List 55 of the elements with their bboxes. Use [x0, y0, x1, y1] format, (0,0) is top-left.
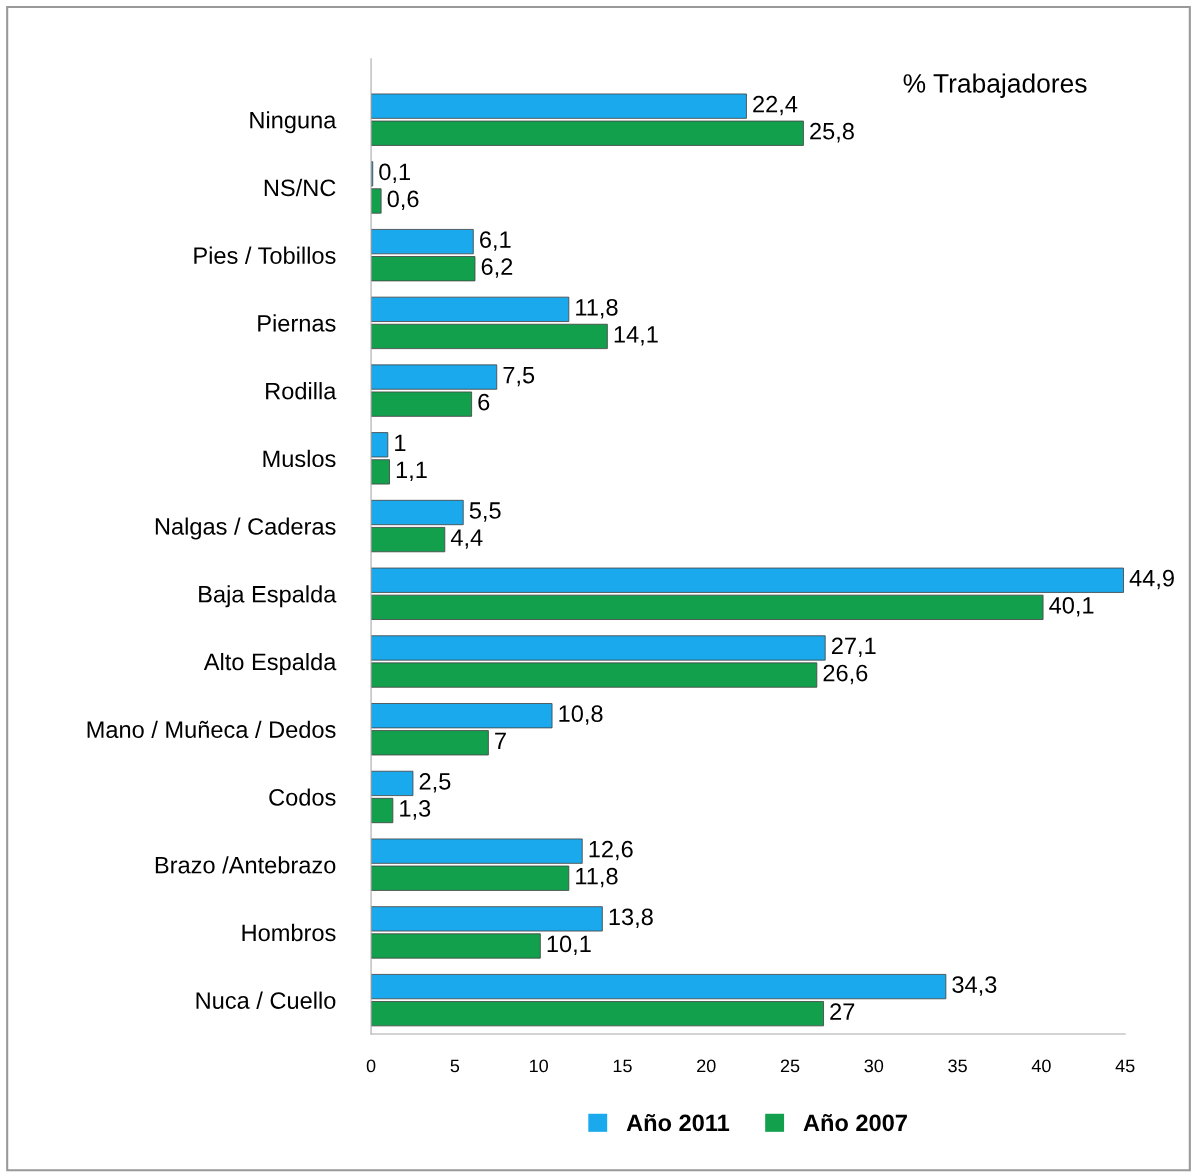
x-tick-label: 15: [613, 1059, 632, 1073]
data-label: 1: [395, 434, 406, 451]
x-tick-label: 0: [366, 1059, 376, 1073]
data-label: 25,8: [810, 122, 854, 143]
y-tick-label: Brazo /Antebrazo: [155, 856, 336, 874]
data-label: 10,1: [547, 935, 591, 956]
data-label: 1,1: [396, 461, 427, 481]
data-label: 11,8: [576, 298, 618, 319]
x-tick-label: 25: [780, 1059, 800, 1073]
y-tick-label: Nuca / Cuello: [196, 991, 336, 1009]
data-label: 7,5: [503, 366, 535, 387]
data-label: 6: [478, 393, 490, 411]
y-tick-label: Mano / Muñeca / Dedos: [87, 720, 336, 739]
text: % Trabajadores: [903, 73, 1087, 98]
x-tick-label: 30: [864, 1059, 884, 1073]
x-tick-label: 35: [948, 1059, 967, 1073]
data-label: 4,4: [450, 529, 483, 549]
x-tick-label: 5: [450, 1059, 460, 1073]
y-tick-label: Codos: [269, 788, 336, 806]
data-label: 0,1: [379, 163, 410, 184]
data-label: 34,3: [952, 976, 997, 996]
legend-label: Año 2007: [803, 1113, 907, 1132]
x-tick-label: 20: [697, 1059, 716, 1073]
data-label: 2,5: [419, 773, 451, 793]
data-label: 6,1: [480, 231, 511, 251]
data-label: 11,8: [576, 867, 618, 888]
data-label: 7: [495, 732, 506, 749]
y-tick-label: Ninguna: [250, 111, 337, 134]
y-tick-label: Hombros: [242, 923, 336, 942]
data-label: 13,8: [609, 908, 653, 928]
data-label: 26,6: [823, 664, 868, 685]
data-label: 6,2: [481, 258, 513, 278]
x-tick-label: 45: [1115, 1059, 1135, 1073]
data-label: 27: [830, 1003, 855, 1020]
data-label: 14,1: [614, 326, 658, 346]
legend-label: Año 2011: [626, 1113, 730, 1132]
data-label: 27,1: [831, 637, 876, 658]
data-label: 1,3: [400, 800, 431, 820]
y-tick-label: Alto Espalda: [203, 652, 337, 675]
y-tick-label: Piernas: [258, 314, 336, 332]
y-tick-label: Pies / Tobillos: [194, 246, 336, 264]
y-tick-label: Rodilla: [266, 382, 337, 400]
data-label: 10,8: [559, 705, 603, 725]
data-label: 22,4: [753, 95, 798, 116]
x-tick-label: 40: [1031, 1059, 1051, 1073]
x-tick-label: 10: [529, 1059, 548, 1073]
data-label: 5,5: [469, 502, 501, 522]
y-tick-label: Baja Espalda: [199, 585, 337, 608]
y-tick-label: Nalgas / Caderas: [155, 517, 336, 540]
data-label: 0,6: [387, 190, 419, 211]
y-tick-label: Muslos: [263, 449, 336, 468]
y-tick-label: NS/NC: [264, 178, 336, 197]
data-label: 44,9: [1129, 569, 1174, 590]
data-label: 12,6: [589, 840, 633, 861]
data-label: 40,1: [1049, 596, 1094, 617]
